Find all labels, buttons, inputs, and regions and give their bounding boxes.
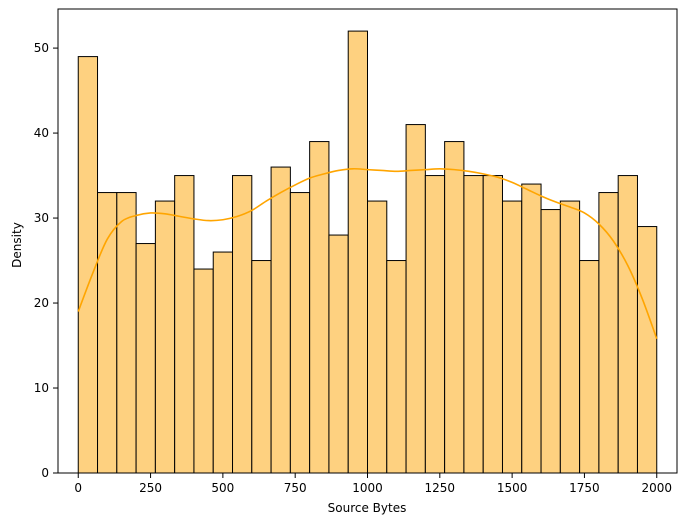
y-tick-label: 40 xyxy=(34,126,49,140)
histogram-bar xyxy=(540,209,561,474)
kde-line xyxy=(77,167,658,340)
x-tick-label: 1250 xyxy=(425,481,456,495)
histogram-bar xyxy=(501,200,523,474)
histogram-bar xyxy=(77,56,99,474)
histogram-bar xyxy=(386,260,407,474)
histogram-bar xyxy=(405,124,426,474)
histogram-bar xyxy=(617,175,638,474)
histogram-bar xyxy=(174,175,195,474)
histogram-bar xyxy=(636,226,658,474)
bars-layer xyxy=(77,30,658,474)
y-tick-label: 20 xyxy=(34,296,49,310)
histogram-bar xyxy=(347,30,369,474)
histogram-bar xyxy=(521,183,542,474)
x-tick-label: 1000 xyxy=(352,481,383,495)
histogram-bar xyxy=(328,234,349,474)
histogram-bar xyxy=(289,192,311,474)
y-tick-label: 10 xyxy=(34,381,49,395)
kde-layer xyxy=(77,167,658,340)
histogram-bar xyxy=(309,141,330,474)
axes-layer: 0 250 500 750 1000 1250 1500 1750 2000 0 10 20 30 40 5… xyxy=(34,8,678,495)
histogram-bar xyxy=(367,200,388,474)
y-axis-label: Density xyxy=(10,222,24,268)
histogram-bar xyxy=(232,175,253,474)
histogram-bar xyxy=(579,260,600,474)
histogram-bar xyxy=(444,141,465,474)
x-tick-label: 1500 xyxy=(497,481,528,495)
x-tick-label: 750 xyxy=(284,481,307,495)
histogram-bar xyxy=(463,175,484,474)
x-tick-label: 250 xyxy=(139,481,162,495)
histogram-bar xyxy=(97,192,118,474)
x-tick-label: 500 xyxy=(211,481,234,495)
y-tick-label: 0 xyxy=(41,466,49,480)
histogram-bar xyxy=(116,192,137,474)
y-tick-label: 30 xyxy=(34,211,49,225)
histogram-bar xyxy=(212,251,234,474)
histogram-bar xyxy=(424,175,446,474)
histogram-bar xyxy=(135,243,156,474)
histogram-bar xyxy=(193,268,214,474)
histogram-bar xyxy=(154,200,176,474)
x-tick-label: 2000 xyxy=(641,481,672,495)
y-tick-label: 50 xyxy=(34,41,49,55)
x-tick-label: 1750 xyxy=(569,481,600,495)
histogram-bar xyxy=(251,260,272,474)
x-axis-label: Source Bytes xyxy=(328,501,407,515)
histogram-bar xyxy=(482,175,503,474)
x-tick-label: 0 xyxy=(74,481,82,495)
histogram-bar xyxy=(559,200,581,474)
histogram-bar xyxy=(270,166,291,474)
